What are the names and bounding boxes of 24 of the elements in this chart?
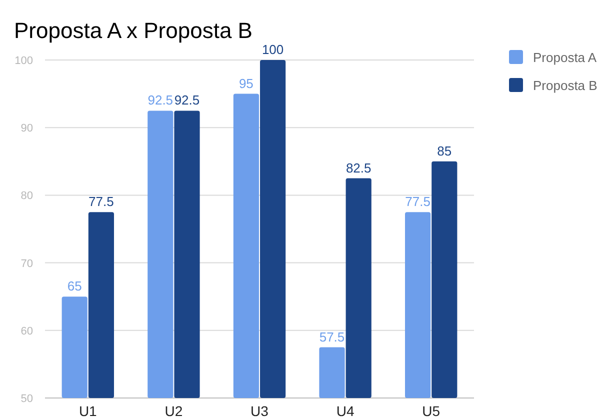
- x-tick-label: U3: [250, 403, 269, 419]
- x-tick-label: U4: [336, 403, 354, 419]
- data-label: 100: [262, 42, 284, 57]
- data-label: 82.5: [346, 160, 372, 176]
- x-tick-label: U1: [78, 403, 98, 419]
- data-label: 85: [437, 143, 452, 158]
- y-tick-label: 50: [20, 393, 33, 405]
- y-tick-label: 70: [20, 258, 33, 270]
- y-tick-label: 100: [14, 55, 33, 67]
- y-tick-label: 60: [20, 325, 33, 338]
- data-label: 92.5: [174, 92, 200, 108]
- data-label: 77.5: [405, 194, 430, 210]
- y-tick-label: 80: [20, 190, 33, 202]
- chart-title: Proposta A x Proposta B: [14, 18, 252, 43]
- data-label: 92.5: [148, 92, 174, 108]
- data-label: 95: [238, 76, 254, 91]
- data-label: 57.5: [319, 329, 345, 344]
- legend-label: Proposta A: [533, 50, 597, 65]
- y-tick-label: 90: [20, 122, 33, 135]
- data-label: 65: [67, 278, 82, 294]
- data-label: 77.5: [88, 194, 114, 210]
- x-tick-label: U2: [164, 403, 183, 419]
- legend-label: Proposta B: [533, 78, 598, 93]
- x-tick-label: U5: [422, 403, 440, 419]
